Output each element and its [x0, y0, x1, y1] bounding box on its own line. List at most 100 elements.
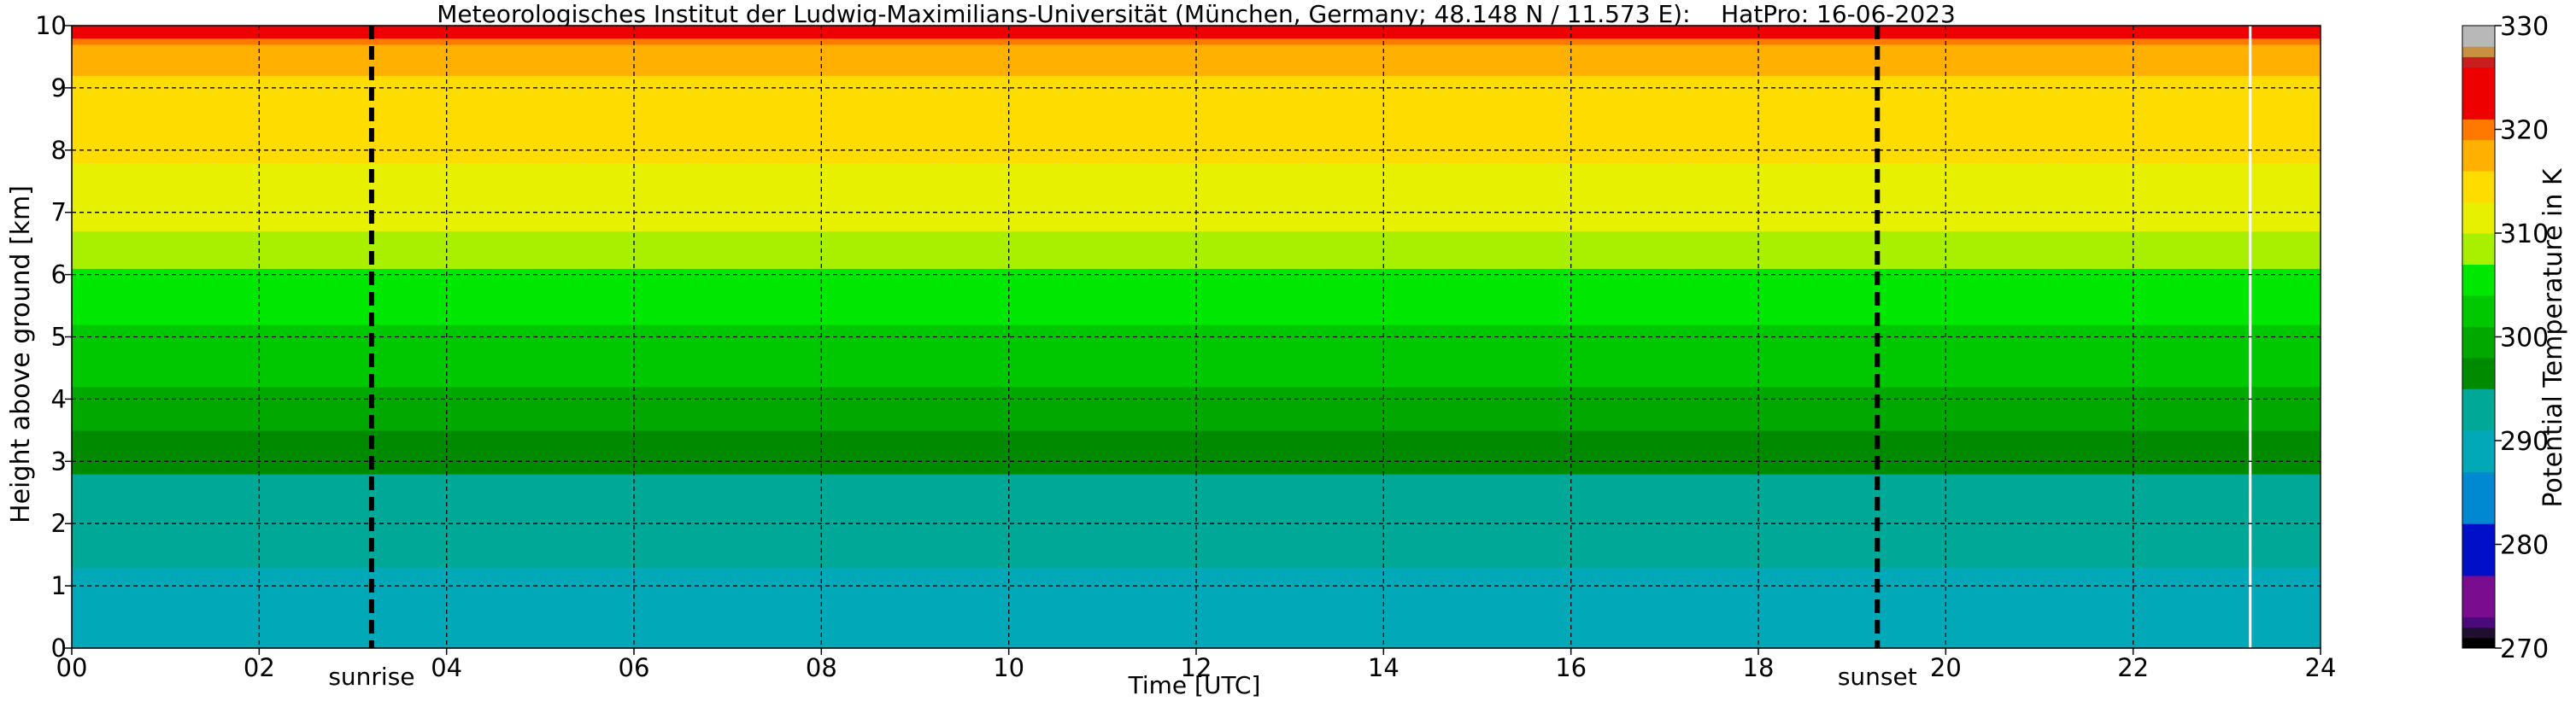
heatmap-cell — [72, 237, 2321, 244]
colorbar-segment — [2462, 202, 2495, 234]
heatmap-cell — [72, 480, 2321, 488]
x-tick-label: 02 — [244, 653, 275, 682]
annotation-label: sunrise — [328, 663, 414, 691]
y-axis-ticks: 0 1 2 3 4 5 6 7 8 9 10 — [35, 11, 72, 663]
y-tick-label: 6 — [51, 260, 67, 289]
colorbar-segment — [2462, 26, 2495, 47]
colorbar-ticks: 270 280 290 300 310 320 330 — [2495, 12, 2549, 664]
x-tick-label: 06 — [619, 653, 650, 682]
x-tick-label: 04 — [431, 653, 462, 682]
x-tick-label: 18 — [1743, 653, 1775, 682]
heatmap-cell — [72, 113, 2321, 120]
colorbar — [2462, 25, 2496, 649]
heatmap-cell — [72, 44, 2321, 51]
x-tick-label: 24 — [2305, 653, 2337, 682]
heatmap-cell — [72, 367, 2321, 375]
heatmap-cell — [72, 567, 2321, 575]
colorbar-segment — [2462, 171, 2495, 203]
heatmap-cell — [72, 206, 2321, 213]
colorbar-segment — [2462, 233, 2495, 265]
colorbar-segment — [2462, 575, 2495, 618]
colorbar-segment — [2462, 56, 2495, 68]
colorbar-segment — [2462, 637, 2495, 649]
heatmap-cell — [72, 106, 2321, 114]
heatmap-cell — [72, 274, 2321, 282]
heatmap-cell — [72, 505, 2321, 512]
colorbar-tick-label: 280 — [2500, 531, 2549, 561]
heatmap-cell — [72, 312, 2321, 319]
heatmap-cell — [72, 467, 2321, 475]
y-tick-label: 9 — [51, 73, 67, 102]
heatmap-cell — [72, 442, 2321, 450]
colorbar-tick-label: 310 — [2500, 219, 2549, 249]
heatmap-cell — [72, 212, 2321, 219]
colorbar-tick-label: 270 — [2500, 634, 2549, 664]
y-tick-label: 2 — [51, 509, 67, 538]
heatmap-cell — [72, 635, 2321, 643]
heatmap-cell — [72, 336, 2321, 344]
y-tick-label: 4 — [51, 384, 67, 413]
colorbar-segment — [2462, 295, 2495, 327]
colorbar-tick-label: 290 — [2500, 427, 2549, 457]
x-axis-ticks: 00 02 04 06 08 10 12 14 16 18 20 22 24 — [56, 648, 2337, 682]
heatmap-cell — [72, 542, 2321, 549]
colorbar-segment — [2462, 627, 2495, 639]
x-tick-label: 22 — [2117, 653, 2149, 682]
heatmap-cell — [72, 499, 2321, 505]
heatmap-cell — [72, 119, 2321, 126]
heatmap-cell — [72, 411, 2321, 418]
x-tick-label: 08 — [806, 653, 837, 682]
x-tick-label: 12 — [1181, 653, 1212, 682]
heatmap-cell — [72, 641, 2321, 649]
annotation-lines: sunrise sunset — [328, 26, 1917, 691]
heatmap-cell — [72, 81, 2321, 89]
grid-lines — [72, 26, 2321, 648]
x-tick-label: 00 — [56, 653, 88, 682]
x-tick-label: 20 — [1930, 653, 1962, 682]
colorbar-segment — [2462, 357, 2495, 389]
heatmap-cell — [72, 143, 2321, 151]
heatmap-cell — [72, 535, 2321, 543]
heatmap-cell — [72, 75, 2321, 83]
x-axis-label: Time [UTC] — [1128, 671, 1261, 699]
colorbar-segment — [2462, 67, 2495, 120]
heatmap-cell — [72, 405, 2321, 412]
x-tick-label: 10 — [993, 653, 1024, 682]
heatmap-cell — [72, 473, 2321, 481]
colorbar-segment — [2462, 471, 2495, 524]
colorbar-segment — [2462, 139, 2495, 172]
heatmap-cell — [72, 342, 2321, 350]
chart-title: Meteorologisches Institut der Ludwig-Max… — [437, 0, 1956, 28]
heatmap-cell — [72, 611, 2321, 618]
colorbar-segment — [2462, 46, 2495, 57]
heatmap-cell — [72, 349, 2321, 356]
colorbar-segment — [2462, 389, 2495, 431]
heatmap-cell — [72, 511, 2321, 518]
heatmap-cell — [72, 598, 2321, 605]
x-tick-label: 16 — [1555, 653, 1587, 682]
heatmap-cell — [72, 243, 2321, 251]
heatmap-cell — [72, 306, 2321, 313]
heatmap-cell — [72, 573, 2321, 581]
y-tick-label: 10 — [35, 11, 67, 40]
colorbar-segment — [2462, 523, 2495, 576]
y-tick-label: 0 — [51, 634, 67, 663]
heatmap-cell — [72, 249, 2321, 257]
y-tick-label: 5 — [51, 323, 67, 352]
heatmap-cell — [72, 436, 2321, 444]
y-tick-label: 8 — [51, 136, 67, 165]
colorbar-segment — [2462, 264, 2495, 296]
y-tick-label: 7 — [51, 198, 67, 227]
colorbar-segment — [2462, 326, 2495, 359]
x-tick-label: 14 — [1368, 653, 1399, 682]
y-tick-label: 1 — [51, 571, 67, 600]
y-axis-label: Height above ground [km] — [6, 185, 36, 523]
colorbar-segment — [2462, 616, 2495, 628]
annotation-label: sunset — [1838, 663, 1917, 691]
colorbar-tick-label: 300 — [2500, 324, 2549, 354]
y-tick-label: 3 — [51, 447, 67, 476]
heatmap-cell — [72, 181, 2321, 189]
heatmap-cell — [72, 280, 2321, 288]
